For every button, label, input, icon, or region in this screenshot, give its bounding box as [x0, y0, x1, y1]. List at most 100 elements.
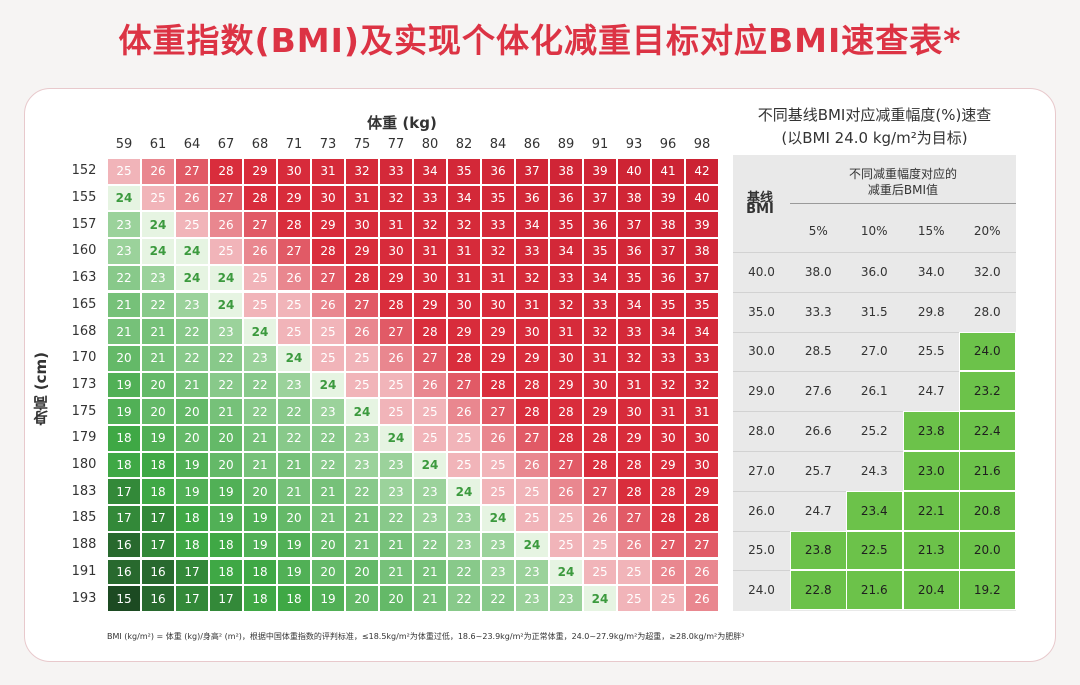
weight-axis: 59 61 64 67 68 71 73 75 77 80 82 84 86 89 91 93 96 98 — [107, 137, 719, 155]
bmi-cell: 23 — [345, 451, 379, 479]
bmi-cell: 27 — [685, 531, 719, 559]
bmi-cell: 31 — [617, 371, 651, 399]
bmi-cell: 31 — [515, 291, 549, 319]
bmi-cell: 26 — [413, 371, 447, 399]
bmi-cell: 25 — [447, 451, 481, 479]
bmi-heatmap: 25 26 27 28 29 30 31 32 33 34 35 36 37 38 39 40 41 42 24 25… — [107, 158, 719, 612]
weight-tick-label: 96 — [659, 137, 677, 152]
bmi-cell: 29 — [277, 184, 311, 212]
bmi-cell: 26 — [651, 558, 685, 586]
bmi-cell: 24 — [447, 478, 481, 506]
weight-tick-label: 73 — [319, 137, 337, 152]
bmi-cell: 24 — [311, 371, 345, 399]
weight-tick-label: 89 — [557, 137, 575, 152]
bmi-cell: 25 — [345, 371, 379, 399]
bmi-cell: 36 — [583, 211, 617, 239]
bmi-cell: 35 — [685, 291, 719, 319]
bmi-cell: 36 — [481, 158, 515, 185]
bmi-cell: 30 — [379, 238, 413, 265]
bmi-cell: 24 — [175, 264, 209, 292]
bmi-cell: 42 — [685, 158, 719, 185]
bmi-cell: 15 — [107, 585, 141, 612]
bmi-cell: 19 — [209, 505, 243, 532]
bmi-cell: 25 — [345, 344, 379, 372]
bmi-cell: 41 — [651, 158, 685, 185]
bmi-cell: 20 — [209, 451, 243, 479]
bmi-cell: 23 — [515, 558, 549, 586]
reduced-bmi-cell: 24.7 — [917, 384, 945, 399]
bmi-cell: 25 — [277, 291, 311, 319]
bmi-cell: 38 — [549, 158, 583, 185]
bmi-cell: 21 — [175, 371, 209, 399]
bmi-cell: 25 — [311, 318, 345, 345]
bmi-cell: 23 — [447, 505, 481, 532]
height-tick-label: 193 — [71, 590, 97, 606]
bmi-cell: 33 — [549, 264, 583, 292]
bmi-cell: 32 — [481, 238, 515, 265]
reduced-bmi-cell: 24.0 — [959, 331, 1016, 372]
bmi-cell: 25 — [175, 211, 209, 239]
bmi-cell: 18 — [243, 585, 277, 612]
baseline-bmi-cell: 29.0 — [748, 384, 775, 399]
bmi-cell: 18 — [277, 585, 311, 612]
bmi-cell: 24 — [515, 531, 549, 559]
bmi-cell: 25 — [617, 558, 651, 586]
bmi-cell: 19 — [311, 585, 345, 612]
bmi-cell: 30 — [413, 264, 447, 292]
reduction-column-header: 10% — [860, 224, 888, 238]
bmi-cell: 21 — [311, 478, 345, 506]
bmi-cell: 20 — [175, 425, 209, 452]
footnote: BMI (kg/m²) = 体重 (kg)/身高² (m²)，根据中国体重指数的… — [107, 632, 745, 641]
bmi-cell: 22 — [107, 264, 141, 292]
bmi-cell: 30 — [549, 344, 583, 372]
reduced-bmi-cell: 29.8 — [917, 304, 945, 319]
height-tick-label: 157 — [71, 216, 97, 232]
bmi-cell: 20 — [311, 558, 345, 586]
weight-tick-label: 86 — [523, 137, 541, 152]
bmi-cell: 26 — [583, 505, 617, 532]
reduced-bmi-cell: 38.0 — [804, 264, 832, 279]
bmi-cell: 28 — [345, 264, 379, 292]
height-tick-label: 188 — [71, 537, 97, 553]
bmi-cell: 29 — [379, 264, 413, 292]
bmi-cell: 29 — [583, 398, 617, 425]
bmi-cell: 27 — [175, 158, 209, 185]
bmi-cell: 35 — [549, 211, 583, 239]
bmi-cell: 27 — [515, 425, 549, 452]
baseline-bmi-cell: 40.0 — [748, 264, 775, 279]
bmi-cell: 23 — [515, 585, 549, 612]
bmi-cell: 32 — [651, 371, 685, 399]
reduced-bmi-cell: 25.5 — [917, 344, 945, 359]
bmi-cell: 31 — [345, 184, 379, 212]
reduced-bmi-cell: 22.5 — [846, 530, 903, 571]
bmi-cell: 23 — [481, 531, 515, 559]
bmi-cell: 39 — [583, 158, 617, 185]
baseline-bmi-cell: 35.0 — [748, 304, 775, 319]
bmi-cell: 25 — [651, 585, 685, 612]
bmi-cell: 26 — [685, 558, 719, 586]
reduced-bmi-cell: 28.0 — [973, 304, 1001, 319]
reduced-bmi-cell: 20.0 — [959, 530, 1016, 571]
bmi-cell: 30 — [651, 425, 685, 452]
bmi-cell: 36 — [651, 264, 685, 292]
bmi-cell: 22 — [243, 371, 277, 399]
bmi-cell: 29 — [651, 451, 685, 479]
bmi-cell: 21 — [243, 451, 277, 479]
bmi-cell: 32 — [447, 211, 481, 239]
bmi-cell: 30 — [685, 425, 719, 452]
column-group-header: 不同减重幅度对应的 — [848, 167, 957, 181]
bmi-cell: 28 — [651, 478, 685, 506]
bmi-cell: 26 — [549, 478, 583, 506]
reduced-bmi-cell: 23.4 — [846, 490, 903, 531]
bmi-cell: 16 — [141, 585, 175, 612]
bmi-cell: 20 — [243, 478, 277, 506]
bmi-cell: 30 — [277, 158, 311, 185]
bmi-cell: 32 — [583, 318, 617, 345]
weight-tick-label: 75 — [353, 137, 371, 152]
reduced-bmi-cell: 20.8 — [959, 490, 1016, 531]
bmi-cell: 16 — [107, 531, 141, 559]
bmi-cell: 28 — [515, 398, 549, 425]
bmi-cell: 28 — [617, 451, 651, 479]
weight-tick-label: 71 — [285, 137, 303, 152]
bmi-cell: 28 — [651, 505, 685, 532]
